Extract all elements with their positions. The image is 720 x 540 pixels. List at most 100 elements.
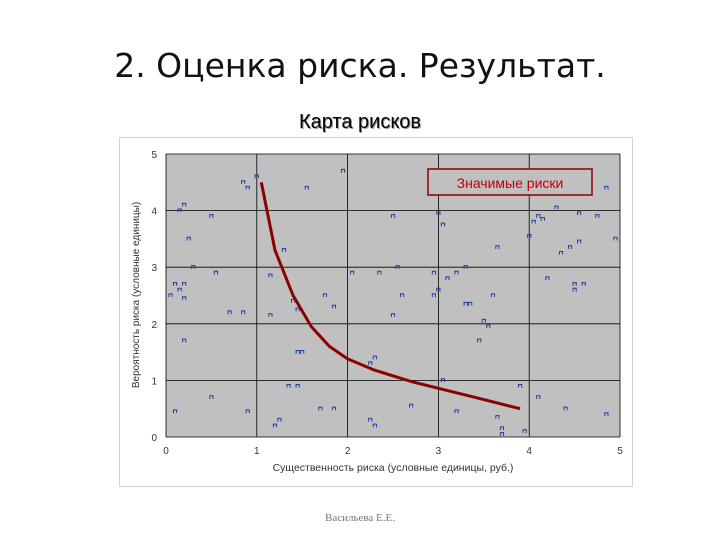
data-point xyxy=(545,276,550,281)
data-point xyxy=(604,412,609,416)
annotation-box xyxy=(427,168,593,196)
data-point xyxy=(540,216,545,221)
data-point xyxy=(399,293,405,298)
data-point xyxy=(172,409,178,414)
data-point xyxy=(268,313,273,317)
data-point xyxy=(272,423,278,428)
data-point xyxy=(268,273,273,278)
data-point xyxy=(436,287,441,292)
data-point xyxy=(300,350,305,354)
data-point xyxy=(490,293,495,298)
data-point xyxy=(177,287,182,292)
data-point xyxy=(277,417,282,422)
data-point xyxy=(168,293,173,298)
annotation-label: Значимые риски xyxy=(457,175,564,191)
data-point xyxy=(182,296,187,300)
data-point xyxy=(182,282,187,286)
data-point xyxy=(295,350,300,354)
data-point xyxy=(368,361,373,366)
data-point xyxy=(440,378,446,382)
data-point xyxy=(431,270,436,275)
data-point xyxy=(531,219,536,224)
x-tick-label: 4 xyxy=(526,446,532,457)
grid-lines xyxy=(165,153,621,438)
data-point xyxy=(536,214,541,218)
data-point xyxy=(454,270,459,275)
slide-title: 2. Оценка риска. Результат. xyxy=(114,46,606,85)
data-point xyxy=(563,406,568,411)
y-tick-label: 5 xyxy=(151,150,157,161)
data-point xyxy=(468,301,473,306)
data-point xyxy=(245,185,250,190)
x-tick-label: 2 xyxy=(345,446,351,457)
data-point xyxy=(191,265,196,269)
data-point xyxy=(527,233,532,238)
data-point xyxy=(463,301,468,306)
data-point xyxy=(577,211,582,216)
data-point xyxy=(281,248,287,252)
data-point xyxy=(177,208,182,213)
data-point xyxy=(368,417,373,422)
y-axis-label: Вероятность риска (условные единицы) xyxy=(131,202,142,388)
chart-container: 0 1 2 3 4 5 0 1 2 3 4 5 Значимые риски Существеннос… xyxy=(119,137,633,487)
data-point xyxy=(577,239,582,244)
y-tick-label: 2 xyxy=(151,320,157,331)
data-point xyxy=(558,250,564,255)
data-point xyxy=(477,338,482,343)
x-tick-label: 1 xyxy=(254,446,260,457)
data-point xyxy=(604,185,609,190)
data-point xyxy=(495,245,500,249)
data-point xyxy=(377,270,382,275)
data-point xyxy=(322,293,327,298)
data-point xyxy=(499,432,505,436)
data-point xyxy=(409,403,414,408)
significant-risks-annotation: Значимые риски xyxy=(427,168,593,196)
data-point xyxy=(463,265,468,269)
data-point xyxy=(499,426,505,431)
data-point xyxy=(172,282,178,286)
data-point xyxy=(440,222,446,227)
data-point xyxy=(186,236,191,241)
data-point xyxy=(572,282,577,286)
data-point xyxy=(554,205,559,210)
data-point xyxy=(182,338,187,343)
y-tick-label: 1 xyxy=(151,376,157,387)
x-tick-label: 5 xyxy=(617,446,623,457)
data-point xyxy=(445,276,450,281)
data-point xyxy=(581,282,586,286)
x-tick-label: 3 xyxy=(436,446,442,457)
data-point xyxy=(241,310,246,315)
data-point xyxy=(372,423,377,428)
data-point xyxy=(436,211,441,216)
data-point xyxy=(209,214,214,218)
risk-map-chart: 0 1 2 3 4 5 0 1 2 3 4 5 Значимые риски Существеннос… xyxy=(131,150,623,474)
data-point xyxy=(390,313,396,317)
data-point xyxy=(331,304,337,309)
x-axis-label: Существенность риска (условные единицы, … xyxy=(273,462,514,474)
data-point xyxy=(182,202,187,207)
plot-area xyxy=(166,154,620,437)
data-point xyxy=(518,383,523,388)
data-point xyxy=(340,168,346,173)
data-point xyxy=(286,383,291,388)
data-point xyxy=(295,383,300,388)
tick-labels: 0 1 2 3 4 5 0 1 2 3 4 5 xyxy=(151,150,623,457)
data-point xyxy=(522,429,527,433)
data-point xyxy=(613,236,618,241)
threshold-curve xyxy=(259,182,521,411)
data-point xyxy=(372,355,377,360)
data-point xyxy=(304,185,309,190)
y-tick-label: 0 xyxy=(151,433,157,444)
data-point xyxy=(209,395,214,399)
data-point xyxy=(572,287,577,292)
data-point xyxy=(241,180,246,184)
data-point xyxy=(595,214,600,218)
data-point xyxy=(567,245,573,249)
x-tick-label: 0 xyxy=(163,446,169,457)
y-tick-label: 3 xyxy=(151,263,157,274)
footer-author: Васильева Е.Е. xyxy=(325,512,395,524)
chart-heading: Карта рисков xyxy=(298,111,422,133)
data-point xyxy=(295,307,300,312)
data-point xyxy=(213,270,219,275)
data-point xyxy=(395,265,400,269)
